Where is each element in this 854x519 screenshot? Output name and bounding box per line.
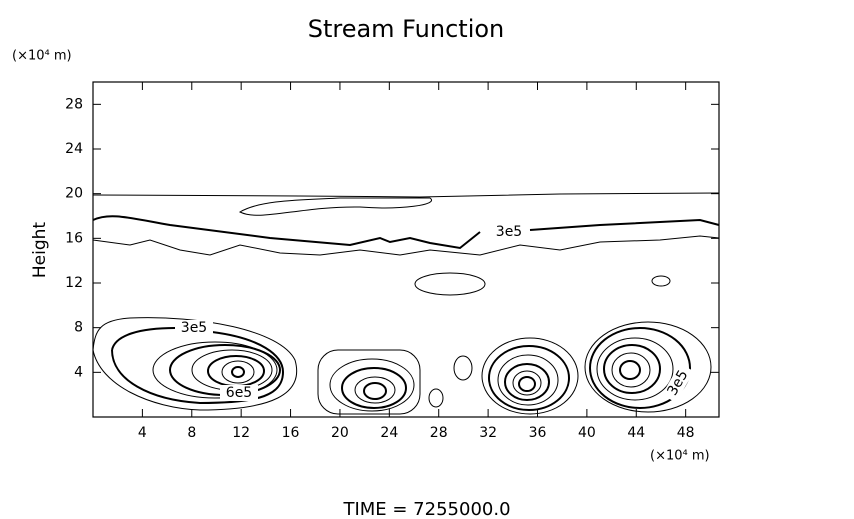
y-axis-label: Height [30,222,50,279]
x-tick-label: 36 [529,425,547,441]
x-tick-label: 28 [430,425,448,441]
x-tick-label: 24 [380,425,398,441]
y-tick-label: 28 [65,96,83,112]
footer: TIME = 7255000.0 [342,499,510,519]
x-tick-label: 48 [677,425,695,441]
y-tick-label: 12 [65,275,83,291]
plot-frame [92,81,720,418]
contour-label: 3e5 [181,320,207,336]
chart-title: Stream Function [308,15,505,43]
x-tick-label: 8 [187,425,196,441]
x-tick-label: 44 [627,425,645,441]
contours [92,192,720,415]
x-tick-label: 32 [479,425,497,441]
y-tick-label: 8 [74,320,83,336]
contour-label: 6e5 [226,385,252,401]
y-tick-label: 24 [65,141,83,157]
x-tick-label: 12 [232,425,250,441]
y-tick-label: 20 [65,186,83,202]
x-tick-label: 20 [331,425,349,441]
contour-label: 3e5 [496,224,522,240]
x-tick-label: 16 [282,425,300,441]
y-unit: (×10⁴ m) [12,49,72,64]
y-tick-label: 16 [65,230,83,246]
x-unit: (×10⁴ m) [650,449,710,464]
y-tick-label: 4 [74,364,83,380]
x-tick-label: 4 [138,425,147,441]
x-tick-label: 40 [578,425,596,441]
